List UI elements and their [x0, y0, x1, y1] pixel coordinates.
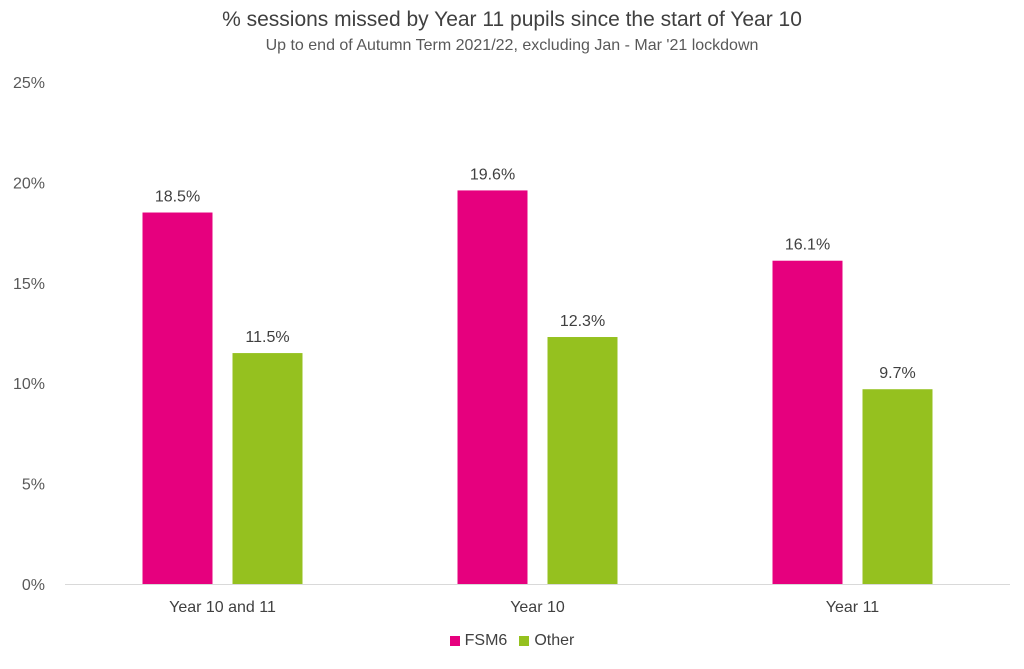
data-labels: 18.5% 11.5% 19.6% 12.3% 16.1% 9.7% [155, 166, 916, 382]
legend-swatch-other [519, 636, 530, 646]
legend-item-other: Other [519, 632, 574, 650]
data-label: 9.7% [879, 365, 915, 382]
bar-fsm6-1 [142, 212, 213, 584]
bars [142, 190, 933, 584]
bar-other-2 [547, 337, 618, 584]
bar-fsm6-2 [457, 190, 528, 584]
x-tick-label: Year 11 [826, 599, 879, 616]
chart-subtitle: Up to end of Autumn Term 2021/22, exclud… [265, 37, 759, 54]
legend-label-fsm6: FSM6 [464, 632, 508, 649]
bar-fsm6-3 [772, 260, 843, 584]
legend-item-fsm6: FSM6 [449, 632, 508, 650]
y-tick-label: 5% [22, 477, 45, 494]
legend-label-other: Other [534, 632, 575, 649]
x-tick-label: Year 10 [510, 599, 565, 616]
legend: FSM6 Other [0, 632, 1024, 650]
bar-other-1 [232, 353, 303, 584]
data-label: 19.6% [470, 166, 515, 183]
bar-other-3 [862, 389, 933, 584]
y-tick-label: 25% [13, 75, 45, 92]
legend-swatch-fsm6 [449, 636, 460, 646]
y-tick-label: 0% [22, 577, 45, 594]
data-label: 11.5% [245, 329, 289, 346]
y-tick-label: 15% [13, 276, 45, 293]
y-axis: 0% 5% 10% 15% 20% 25% [13, 75, 45, 594]
x-tick-label: Year 10 and 11 [169, 599, 276, 616]
y-tick-label: 20% [13, 175, 45, 192]
data-label: 12.3% [560, 313, 605, 330]
data-label: 18.5% [155, 189, 200, 206]
x-axis: Year 10 and 11 Year 10 Year 11 [65, 584, 1010, 616]
chart-title: % sessions missed by Year 11 pupils sinc… [222, 8, 802, 31]
data-label: 16.1% [785, 237, 830, 254]
y-tick-label: 10% [13, 376, 45, 393]
